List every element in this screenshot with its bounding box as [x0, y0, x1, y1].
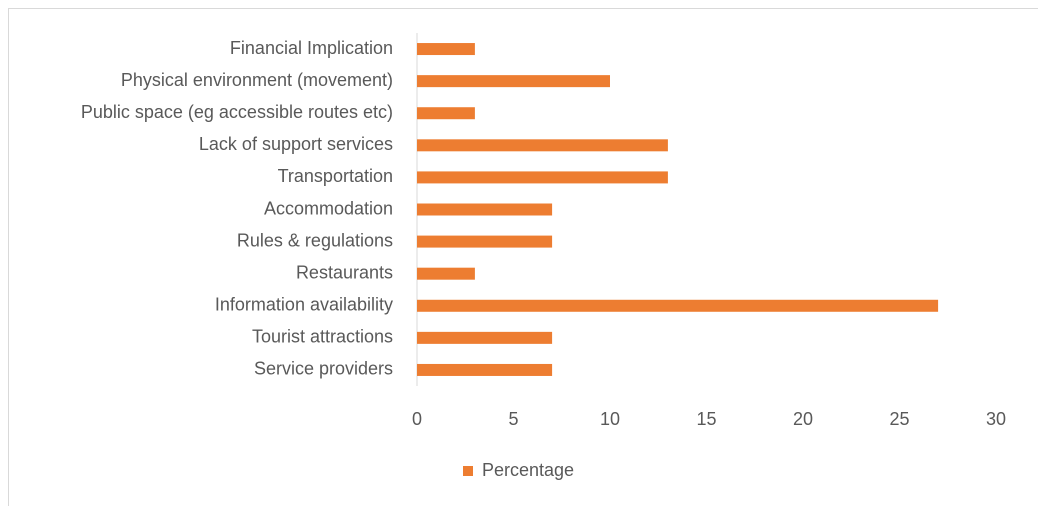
y-tick-label: Financial Implication — [230, 38, 393, 58]
bar — [417, 203, 553, 216]
x-tick-label: 25 — [889, 409, 909, 429]
bar — [417, 299, 939, 312]
x-tick-label: 15 — [696, 409, 716, 429]
chart-border — [8, 8, 1038, 506]
bar — [417, 139, 668, 152]
bar — [417, 43, 475, 56]
bar — [417, 331, 553, 344]
bar — [417, 267, 475, 280]
legend-swatch — [463, 466, 473, 476]
y-tick-label: Information availability — [215, 295, 393, 315]
x-tick-label: 10 — [600, 409, 620, 429]
x-tick-label: 30 — [986, 409, 1006, 429]
y-tick-label: Physical environment (movement) — [121, 70, 393, 90]
legend-label: Percentage — [482, 460, 574, 480]
y-tick-label: Transportation — [278, 166, 393, 186]
bar — [417, 235, 553, 248]
y-tick-label: Service providers — [254, 359, 393, 379]
y-tick-label: Accommodation — [264, 198, 393, 218]
y-tick-label: Tourist attractions — [252, 327, 393, 347]
y-tick-label: Public space (eg accessible routes etc) — [81, 102, 393, 122]
bar — [417, 107, 475, 120]
y-tick-label: Rules & regulations — [237, 230, 393, 250]
x-tick-label: 20 — [793, 409, 813, 429]
y-tick-label: Restaurants — [296, 262, 393, 282]
y-tick-label: Lack of support services — [199, 134, 393, 154]
x-tick-label: 0 — [412, 409, 422, 429]
bar — [417, 171, 668, 184]
bar — [417, 363, 553, 376]
bar — [417, 75, 610, 88]
x-tick-label: 5 — [508, 409, 518, 429]
